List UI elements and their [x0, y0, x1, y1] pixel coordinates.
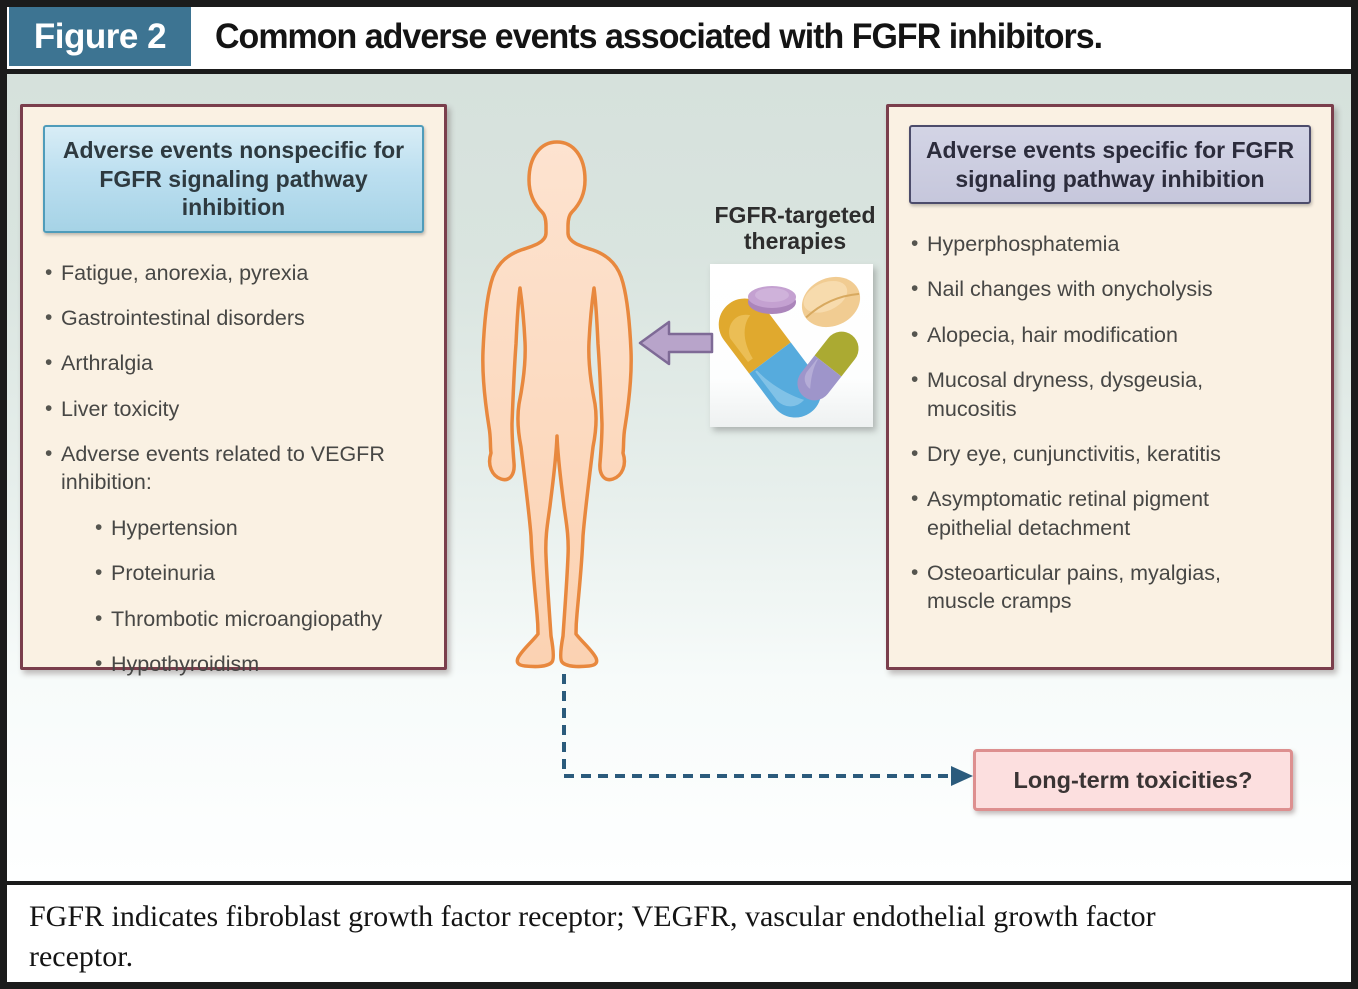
list-item-label: Arthralgia — [61, 351, 154, 376]
bullet-icon: • — [911, 441, 919, 465]
nonspecific-bullet-list: • Fatigue, anorexia, pyrexia • Gastroint… — [23, 259, 444, 497]
bullet-icon: • — [95, 606, 103, 630]
bullet-icon: • — [95, 561, 103, 585]
list-item: • Osteoarticular pains, myalgias, muscle… — [911, 559, 1295, 616]
specific-adverse-events-panel: Adverse events specific for FGFR signali… — [886, 104, 1334, 670]
list-item: • Alopecia, hair modification — [911, 321, 1295, 349]
list-item: • Asymptomatic retinal pigment epithelia… — [911, 485, 1295, 542]
list-item: • Proteinuria — [95, 559, 440, 587]
list-item: • Gastrointestinal disorders — [45, 304, 408, 332]
header-divider — [7, 69, 1351, 74]
footnote-text: FGFR indicates fibroblast growth factor … — [7, 885, 1267, 982]
list-item: • Dry eye, cunjunctivitis, keratitis — [911, 440, 1295, 468]
figure-number-label: Figure 2 — [9, 7, 191, 66]
list-item-label: Asymptomatic retinal pigment epithelial … — [927, 487, 1209, 540]
capsule-large-icon — [718, 298, 822, 418]
bullet-icon: • — [911, 561, 919, 585]
list-item-label: Fatigue, anorexia, pyrexia — [61, 260, 309, 285]
bullet-icon: • — [45, 351, 53, 375]
list-item: • Nail changes with onycholysis — [911, 275, 1295, 303]
list-item-label: Osteoarticular pains, myalgias, muscle c… — [927, 561, 1221, 614]
bullet-icon: • — [911, 232, 919, 256]
list-item-label: Liver toxicity — [61, 396, 180, 421]
bullet-icon: • — [911, 487, 919, 511]
list-item-label: Nail changes with onycholysis — [927, 277, 1213, 302]
list-item-label: Mucosal dryness, dysgeusia, mucositis — [927, 368, 1204, 421]
bullet-icon: • — [95, 651, 103, 675]
dashed-connector-icon — [562, 674, 973, 786]
list-item-label: Adverse events related to VEGFR inhibiti… — [61, 442, 385, 495]
list-item: • Fatigue, anorexia, pyrexia — [45, 259, 408, 287]
vegfr-sub-bullet-list: • Hypertension • Proteinuria • Thromboti… — [73, 514, 444, 679]
list-item: • Adverse events related to VEGFR inhibi… — [45, 440, 408, 497]
list-item-label: Thrombotic microangiopathy — [111, 606, 383, 631]
bullet-icon: • — [45, 260, 53, 284]
list-item: • Liver toxicity — [45, 395, 408, 423]
diagram-area: Adverse events nonspecific for FGFR sign… — [7, 74, 1351, 881]
long-term-toxicities-label: Long-term toxicities? — [1013, 766, 1253, 793]
capsule-small-icon — [797, 331, 859, 401]
human-body-icon — [481, 140, 633, 669]
list-item-label: Proteinuria — [111, 561, 215, 586]
nonspecific-adverse-events-panel: Adverse events nonspecific for FGFR sign… — [20, 104, 447, 676]
figure-title: Common adverse events associated with FG… — [215, 16, 1103, 56]
list-item: • Arthralgia — [45, 349, 408, 377]
list-item-label: Dry eye, cunjunctivitis, keratitis — [927, 441, 1221, 466]
oval-pill-icon — [801, 276, 861, 328]
list-item: • Thrombotic microangiopathy — [95, 605, 440, 633]
list-item: • Mucosal dryness, dysgeusia, mucositis — [911, 366, 1295, 423]
bullet-icon: • — [911, 277, 919, 301]
list-item-label: Hypertension — [111, 515, 238, 540]
specific-panel-header: Adverse events specific for FGFR signali… — [909, 125, 1311, 205]
list-item-label: Hypothyroidism — [111, 651, 260, 676]
pills-icon — [710, 264, 873, 427]
nonspecific-panel-header: Adverse events nonspecific for FGFR sign… — [43, 125, 424, 233]
long-term-toxicities-box: Long-term toxicities? — [973, 749, 1293, 811]
therapies-label: FGFR-targeted therapies — [714, 202, 876, 254]
bullet-icon: • — [45, 442, 53, 466]
arrow-left-icon — [638, 320, 714, 366]
specific-bullet-list: • Hyperphosphatemia • Nail changes with … — [889, 230, 1331, 616]
bullet-icon: • — [45, 396, 53, 420]
bullet-icon: • — [95, 515, 103, 539]
bullet-icon: • — [911, 322, 919, 346]
list-item-label: Hyperphosphatemia — [927, 232, 1120, 257]
list-item: • Hypertension — [95, 514, 440, 542]
list-item: • Hyperphosphatemia — [911, 230, 1295, 258]
list-item: • Hypothyroidism — [95, 650, 440, 678]
footer-divider — [7, 881, 1351, 885]
list-item-label: Alopecia, hair modification — [927, 322, 1178, 347]
tablet-disc-icon — [748, 286, 796, 314]
list-item-label: Gastrointestinal disorders — [61, 305, 305, 330]
bullet-icon: • — [911, 368, 919, 392]
bullet-icon: • — [45, 305, 53, 329]
